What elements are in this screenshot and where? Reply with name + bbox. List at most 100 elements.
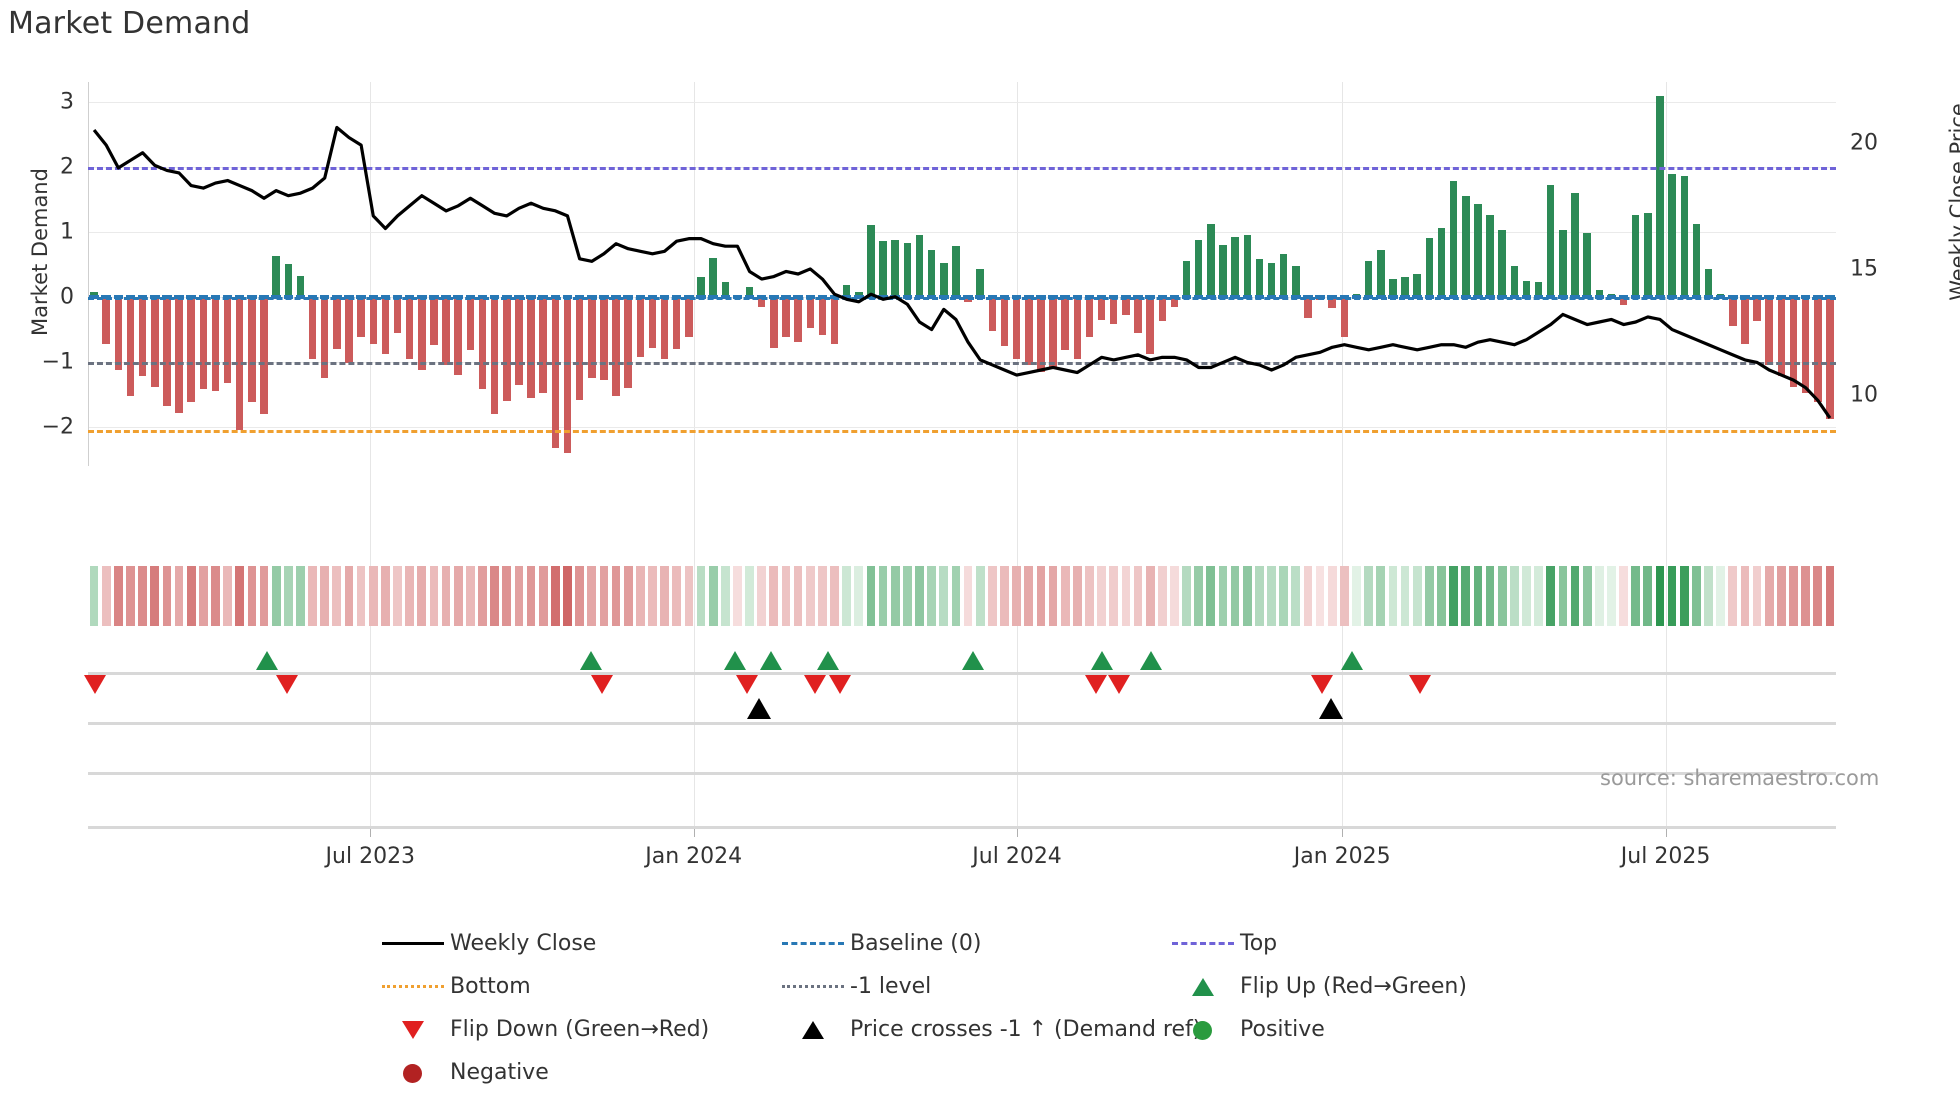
baseline-cap xyxy=(1206,294,1216,299)
demand-bar-negative xyxy=(199,296,208,390)
demand-bar-positive xyxy=(855,291,863,297)
vertical-gridline xyxy=(1665,82,1667,826)
heatmap-cell xyxy=(1667,566,1677,626)
dashed-line-icon xyxy=(1170,928,1236,958)
demand-bar-positive xyxy=(1462,195,1470,297)
heatmap-cell xyxy=(308,566,317,626)
baseline-cap xyxy=(259,294,269,299)
baseline-cap xyxy=(1655,294,1665,299)
demand-bar-negative xyxy=(636,296,645,357)
demand-heatmap-strip xyxy=(88,566,1836,626)
heatmap-cell xyxy=(672,566,682,626)
dotted-line-icon xyxy=(380,971,446,1001)
baseline-cap xyxy=(587,294,597,299)
flip-down-marker-icon xyxy=(1085,675,1108,694)
flip-down-marker-icon xyxy=(84,675,107,694)
heatmap-cell xyxy=(793,566,803,626)
heatmap-cell xyxy=(1813,566,1823,626)
demand-bar-negative xyxy=(1025,296,1033,366)
heatmap-cell xyxy=(987,566,997,626)
x-tick-label: Jul 2023 xyxy=(325,844,416,869)
x-tick-label: Jul 2025 xyxy=(1620,844,1711,869)
y-tick-left: 3 xyxy=(60,89,74,115)
demand-bar-negative xyxy=(102,296,110,344)
demand-bar-negative xyxy=(357,296,365,338)
legend-label: -1 level xyxy=(850,973,932,999)
demand-bar-positive xyxy=(1656,96,1664,297)
baseline-cap xyxy=(1254,294,1265,299)
legend-label: Negative xyxy=(450,1059,549,1085)
legend-item[interactable]: Bottom xyxy=(380,971,531,1001)
demand-bar-negative xyxy=(539,296,547,394)
demand-bar-negative xyxy=(1801,296,1810,394)
baseline-cap xyxy=(1800,294,1811,299)
baseline-cap xyxy=(1011,294,1022,299)
demand-bar-positive xyxy=(1631,215,1640,297)
demand-bar-positive xyxy=(1182,260,1191,297)
triangle-up-icon xyxy=(1170,971,1236,1001)
heatmap-cell xyxy=(174,566,184,626)
heatmap-cell xyxy=(1522,566,1531,626)
demand-bar-negative xyxy=(418,296,426,370)
legend-row: Bottom -1 level Flip Up (Red→Green) xyxy=(380,971,1620,1001)
heatmap-cell xyxy=(466,566,475,626)
y-axis-spine xyxy=(88,82,89,466)
heatmap-cell xyxy=(1728,566,1738,626)
demand-bar-positive xyxy=(1364,260,1373,297)
baseline-cap xyxy=(1424,294,1435,299)
legend-item[interactable]: Top xyxy=(1170,928,1277,958)
y-tick-right: 20 xyxy=(1850,130,1878,156)
baseline-cap xyxy=(1060,294,1070,299)
heatmap-cell xyxy=(903,566,912,626)
legend-item[interactable]: Flip Up (Red→Green) xyxy=(1170,971,1467,1001)
heatmap-cell xyxy=(1255,566,1264,626)
legend-item[interactable]: Negative xyxy=(380,1057,549,1087)
legend-item[interactable]: -1 level xyxy=(780,971,931,1001)
heatmap-cell xyxy=(344,566,354,626)
demand-bar-negative xyxy=(794,296,802,343)
legend-row: Negative xyxy=(380,1057,1620,1087)
heatmap-cell xyxy=(1303,566,1313,626)
heatmap-cell xyxy=(211,566,220,626)
baseline-cap xyxy=(1606,294,1617,299)
heatmap-cell xyxy=(1048,566,1058,626)
heatmap-cell xyxy=(757,566,767,626)
legend-item[interactable]: Price crosses -1 ↑ (Demand ref) xyxy=(780,1014,1201,1044)
legend-item[interactable]: Flip Down (Green→Red) xyxy=(380,1014,709,1044)
legend-item[interactable]: Baseline (0) xyxy=(780,928,981,958)
heatmap-cell xyxy=(587,566,597,626)
demand-bar-negative xyxy=(393,296,402,333)
vertical-gridline xyxy=(693,82,695,826)
baseline-cap xyxy=(222,294,233,299)
demand-bar-positive xyxy=(976,269,984,297)
demand-bar-negative xyxy=(381,296,390,355)
heatmap-cell xyxy=(1546,566,1556,626)
gridline xyxy=(88,426,1836,428)
baseline-cap xyxy=(574,294,585,299)
heatmap-cell xyxy=(1085,566,1094,626)
flip-up-marker-icon xyxy=(255,651,278,670)
baseline-cap xyxy=(1266,294,1277,299)
heatmap-cell xyxy=(441,566,451,626)
baseline-cap xyxy=(247,294,257,299)
demand-bar-positive xyxy=(891,239,899,297)
baseline-cap xyxy=(1169,294,1180,299)
heatmap-cell xyxy=(550,566,560,626)
baseline-cap xyxy=(696,294,706,299)
flip-down-marker-icon xyxy=(1311,675,1334,694)
baseline-cap xyxy=(1157,294,1168,299)
baseline-cap xyxy=(684,294,694,299)
baseline-cap xyxy=(1703,294,1714,299)
legend-item[interactable]: Positive xyxy=(1170,1014,1325,1044)
demand-bar-negative xyxy=(1170,296,1179,307)
demand-bar-negative xyxy=(114,296,123,370)
demand-bar-negative xyxy=(624,296,632,388)
heatmap-cell xyxy=(1121,566,1131,626)
legend-item[interactable]: Weekly Close xyxy=(380,928,596,958)
source-attribution: source: sharemaestro.com xyxy=(1600,766,1880,790)
demand-bar-negative xyxy=(442,296,450,366)
baseline-cap xyxy=(453,294,463,299)
y-tick-left: 0 xyxy=(60,284,74,310)
heatmap-cell xyxy=(951,566,961,626)
flip-down-marker-icon xyxy=(276,675,299,694)
